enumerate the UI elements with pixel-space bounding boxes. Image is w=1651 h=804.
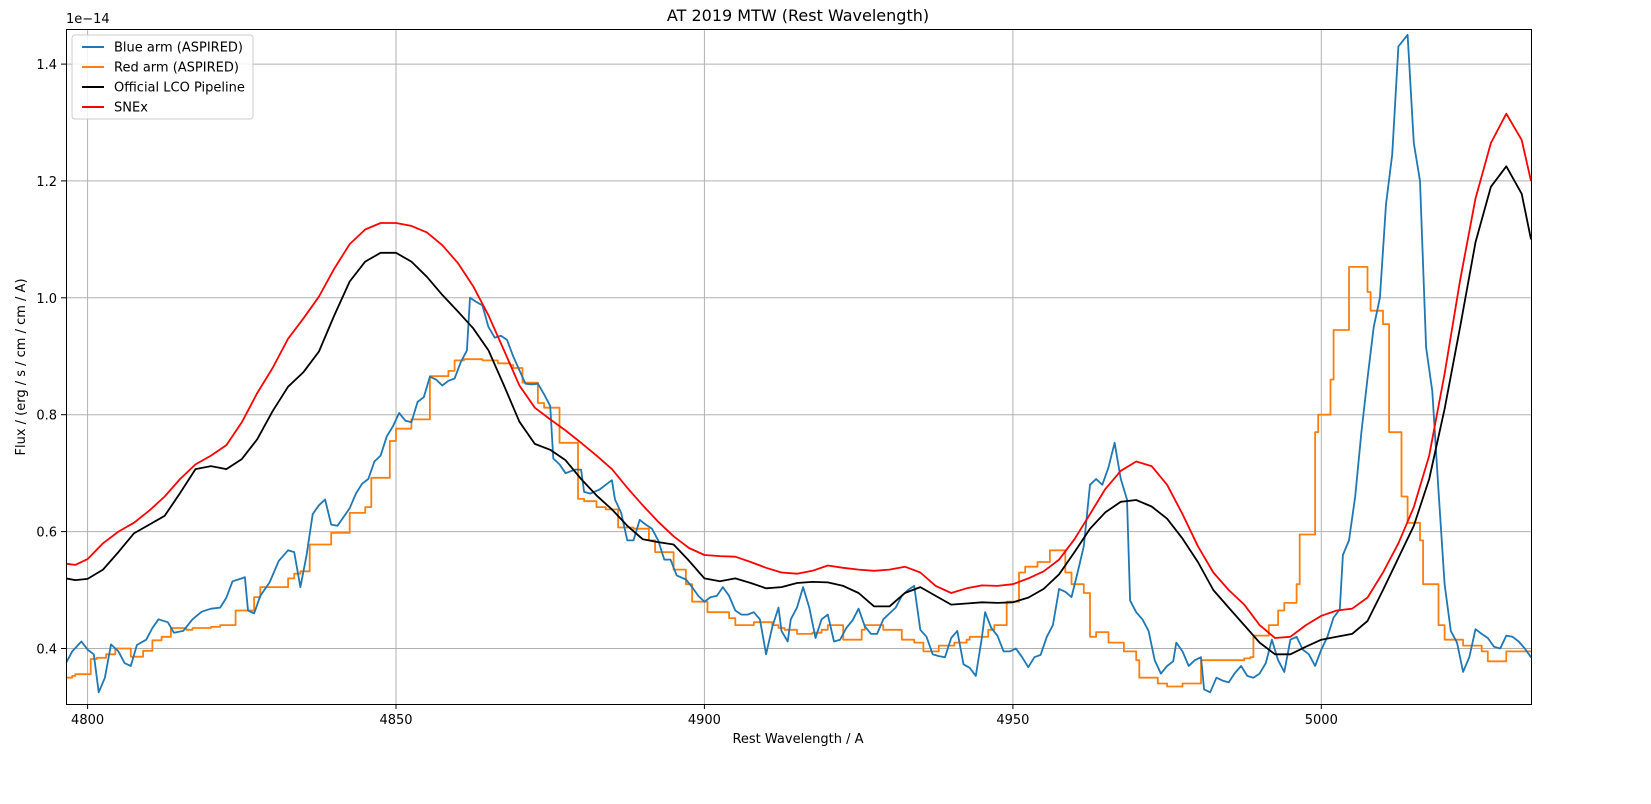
- x-tick-label: 4950: [996, 713, 1029, 728]
- x-tick-label: 4850: [379, 713, 412, 728]
- legend-box: [71, 34, 254, 120]
- y-tick-label: 0.6: [36, 526, 57, 541]
- plot-series: [66, 33, 1531, 694]
- series-line-1: [66, 266, 1531, 688]
- series-line-2: [66, 165, 1531, 656]
- x-tick-label: 5000: [1305, 713, 1338, 728]
- y-tick-label: 0.4: [36, 643, 57, 658]
- y-tick-label: 1.2: [36, 175, 57, 190]
- series-line-3: [66, 112, 1531, 639]
- x-axis-label: Rest Wavelength / A: [732, 732, 863, 747]
- y-tick-label: 1.4: [36, 58, 57, 73]
- plot-frame: [66, 29, 1532, 705]
- legend-label: Red arm (ASPIRED): [114, 61, 239, 76]
- x-axis: 4800 4850 4900 4950 5000: [71, 704, 1338, 728]
- legend-label: Official LCO Pipeline: [114, 81, 245, 96]
- legend-label: SNEx: [114, 101, 148, 116]
- y-axis-label: Flux / (erg / s / cm / cm / A): [14, 278, 29, 455]
- x-tick-label: 4900: [688, 713, 721, 728]
- chart-title: AT 2019 MTW (Rest Wavelength): [667, 6, 929, 25]
- y-tick-label: 1.0: [36, 292, 57, 307]
- series-line-0: [66, 33, 1531, 694]
- legend: Blue arm (ASPIRED) Red arm (ASPIRED) Offic…: [71, 34, 254, 120]
- y-axis: 0.4 0.6 0.8 1.0 1.2 1.4: [36, 58, 66, 658]
- y-tick-label: 0.8: [36, 409, 57, 424]
- legend-label: Blue arm (ASPIRED): [114, 41, 243, 56]
- x-tick-label: 4800: [71, 713, 104, 728]
- y-offset-label: 1e−14: [66, 12, 110, 27]
